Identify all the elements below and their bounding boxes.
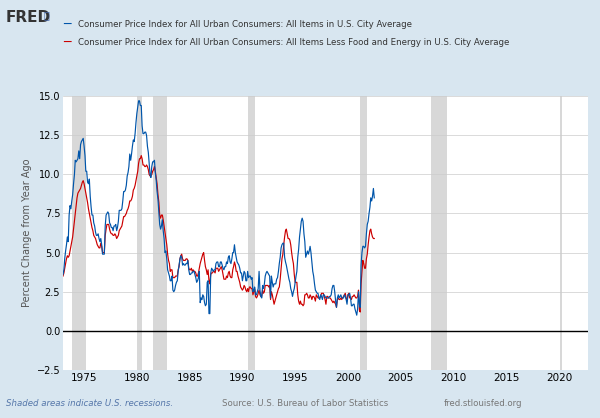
Bar <box>72 96 86 370</box>
Bar <box>360 96 367 370</box>
Bar <box>152 96 167 370</box>
Text: ─: ─ <box>63 36 71 49</box>
Text: ─: ─ <box>63 18 71 31</box>
Bar <box>560 96 562 370</box>
Bar <box>431 96 447 370</box>
Text: Shaded areas indicate U.S. recessions.: Shaded areas indicate U.S. recessions. <box>6 398 173 408</box>
Y-axis label: Percent Change from Year Ago: Percent Change from Year Ago <box>22 159 32 307</box>
Text: Consumer Price Index for All Urban Consumers: All Items in U.S. City Average: Consumer Price Index for All Urban Consu… <box>78 20 412 29</box>
Text: 🗠: 🗠 <box>43 10 49 20</box>
Text: fred.stlouisfed.org: fred.stlouisfed.org <box>444 398 523 408</box>
Text: Source: U.S. Bureau of Labor Statistics: Source: U.S. Bureau of Labor Statistics <box>222 398 388 408</box>
Bar <box>137 96 142 370</box>
Text: FRED: FRED <box>6 10 51 25</box>
Text: Consumer Price Index for All Urban Consumers: All Items Less Food and Energy in : Consumer Price Index for All Urban Consu… <box>78 38 509 47</box>
Bar <box>248 96 254 370</box>
